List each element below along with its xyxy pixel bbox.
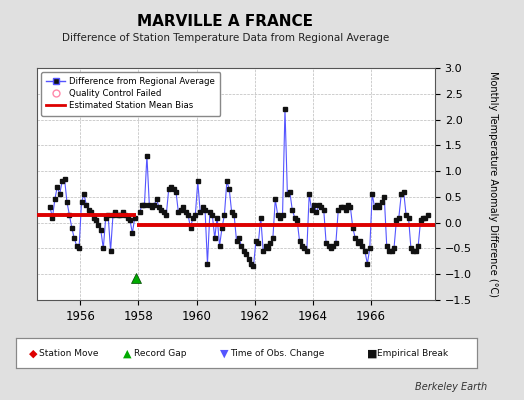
Text: ■: ■ <box>367 348 377 358</box>
Text: Time of Obs. Change: Time of Obs. Change <box>231 349 325 358</box>
Text: ▼: ▼ <box>220 348 228 358</box>
Text: Berkeley Earth: Berkeley Earth <box>415 382 487 392</box>
Text: Record Gap: Record Gap <box>134 349 186 358</box>
Text: Difference of Station Temperature Data from Regional Average: Difference of Station Temperature Data f… <box>62 33 389 43</box>
Legend: Difference from Regional Average, Quality Control Failed, Estimated Station Mean: Difference from Regional Average, Qualit… <box>41 72 221 116</box>
Text: ▲: ▲ <box>123 348 132 358</box>
Text: MARVILLE A FRANCE: MARVILLE A FRANCE <box>137 14 313 29</box>
Text: Empirical Break: Empirical Break <box>377 349 449 358</box>
Text: Station Move: Station Move <box>39 349 99 358</box>
Y-axis label: Monthly Temperature Anomaly Difference (°C): Monthly Temperature Anomaly Difference (… <box>488 71 498 297</box>
Text: ◆: ◆ <box>29 348 37 358</box>
